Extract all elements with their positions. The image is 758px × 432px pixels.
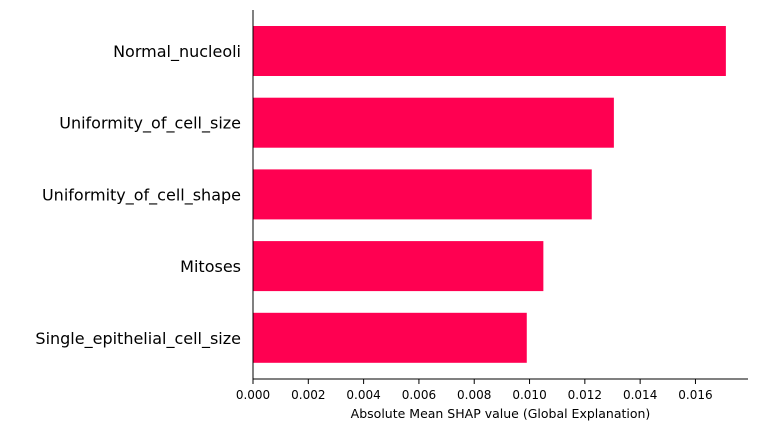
category-label-3: Mitoses	[180, 257, 241, 276]
x-tick-label-8: 0.016	[678, 388, 712, 402]
x-axis-title: Absolute Mean SHAP value (Global Explana…	[351, 406, 651, 421]
bars-group	[253, 26, 726, 363]
category-labels: Normal_nucleoli Uniformity_of_cell_size Un…	[35, 42, 241, 349]
x-tick-label-7: 0.014	[623, 388, 657, 402]
x-tick-label-3: 0.006	[402, 388, 436, 402]
category-label-0: Normal_nucleoli	[113, 42, 241, 62]
x-tick-label-0: 0.000	[236, 388, 270, 402]
x-tick-label-1: 0.002	[291, 388, 325, 402]
x-tick-label-4: 0.008	[457, 388, 491, 402]
x-ticks: 0.000 0.002 0.004 0.006 0.008 0.010 0.012 0.014…	[236, 379, 713, 402]
bar-3	[253, 241, 544, 292]
category-label-1: Uniformity_of_cell_size	[59, 114, 241, 134]
x-tick-label-6: 0.012	[568, 388, 602, 402]
bar-4	[253, 312, 527, 363]
bar-1	[253, 97, 614, 148]
x-tick-label-5: 0.010	[512, 388, 546, 402]
bar-2	[253, 169, 592, 220]
category-label-2: Uniformity_of_cell_shape	[42, 185, 241, 205]
category-label-4: Single_epithelial_cell_size	[35, 329, 241, 349]
bar-0	[253, 26, 726, 76]
x-tick-label-2: 0.004	[346, 388, 380, 402]
